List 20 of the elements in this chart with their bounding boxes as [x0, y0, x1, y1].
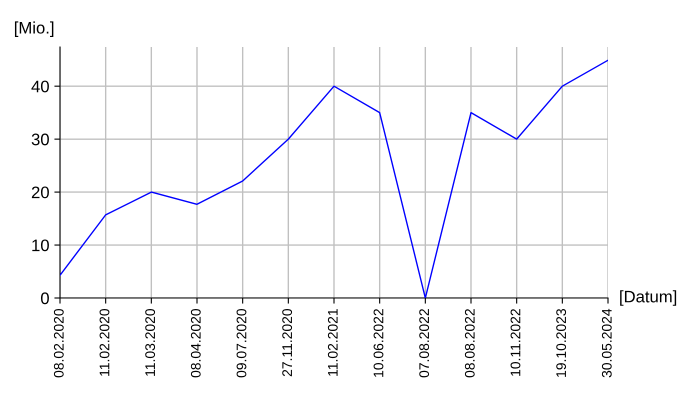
x-tick-label: 07.08.2022 [419, 309, 430, 378]
x-tick-label: 30.05.2024 [602, 308, 612, 378]
y-tick-label: 40 [31, 80, 49, 92]
x-tick-label: 11.03.2020 [145, 308, 156, 376]
y-tick-label: 0 [40, 292, 49, 304]
x-tick-label: 10.06.2022 [374, 309, 384, 377]
x-tick-label: 09.07.2020 [236, 308, 246, 378]
x-tick-label: 08.02.2020 [54, 308, 64, 378]
x-tick-label: 11.02.2020 [100, 308, 110, 376]
y-tick-label: 10 [32, 239, 49, 252]
y-tick-label: 20 [32, 186, 49, 198]
y-axis-title: [Mio.] [14, 21, 54, 37]
x-tick-label: 11.02.2021 [328, 309, 338, 376]
x-tick-label: 08.08.2022 [464, 309, 475, 378]
x-axis-title: [Datum] [620, 290, 676, 306]
y-tick-label: 30 [32, 134, 49, 146]
x-tick-label: 27.11.2020 [282, 308, 292, 376]
x-tick-label: 10.11.2022 [510, 309, 520, 376]
x-tick-label: 08.04.2020 [190, 308, 201, 378]
x-tick-label: 19.10.2023 [556, 309, 566, 377]
